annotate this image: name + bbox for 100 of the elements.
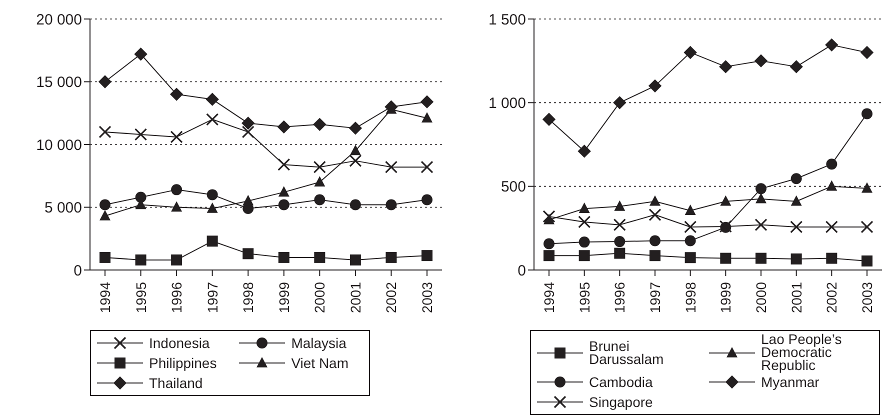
point [544,214,554,224]
point [206,113,219,126]
point [313,118,326,132]
point [860,46,874,60]
point [756,183,766,194]
point [98,75,112,88]
x-tick-label: 2002 [383,282,400,314]
point [206,236,218,247]
point [578,216,591,228]
y-tick-label: 0 [518,262,526,280]
point [650,235,660,246]
point [544,238,554,250]
x-tick-label: 2000 [312,282,328,314]
point [613,218,626,232]
x-tick-label: 1999 [718,282,734,314]
y-tick-label: 15 000 [36,74,82,92]
point [684,204,696,215]
point [790,220,803,234]
point [242,248,254,260]
x-tick-label: 1999 [276,282,292,314]
point [420,95,434,108]
point [862,182,872,193]
point [826,180,838,191]
point [578,250,590,262]
point [420,160,434,174]
point [614,248,626,259]
point [826,252,838,264]
x-tick-label: 1997 [647,282,663,314]
point [578,202,590,213]
point [825,220,838,234]
point [242,194,254,206]
y-tick-label: 5 000 [44,200,82,217]
x-tick-label: 1995 [132,282,149,314]
x-tick-label: 1998 [682,282,698,314]
point [790,173,802,184]
point [206,92,219,106]
legend-label: Indonesia [149,334,210,350]
legend-label: Singapore [589,394,653,410]
point [277,120,290,134]
point [350,199,361,210]
point [684,252,696,264]
point [278,199,290,210]
point [348,122,362,135]
x-tick-label: 2003 [859,282,875,314]
point [170,88,184,101]
point [684,220,697,234]
point [754,54,768,68]
point [278,252,290,263]
point [384,160,398,174]
point [648,79,662,93]
point [790,60,803,74]
point [350,144,361,156]
x-tick-label: 2001 [788,282,804,314]
point [542,112,556,126]
point [578,144,591,158]
point [100,210,110,220]
x-tick-label: 1997 [204,282,220,314]
point [756,192,766,204]
point [171,201,182,212]
point [422,112,432,123]
point [860,220,874,234]
y-tick-label: 1 500 [488,11,526,28]
point [98,126,112,138]
point [614,200,626,211]
legend-label: Brunei Darussalam [589,338,665,366]
point [650,250,660,262]
point [826,158,838,170]
legend-label: Myanmar [761,374,820,390]
legend-label: Lao People’s Democratic Republic [761,331,843,373]
x-tick-label: 2001 [347,282,364,314]
legend-label: Cambodia [589,374,653,390]
point [386,252,397,263]
x-tick-label: 1994 [97,282,113,314]
point [278,186,290,197]
point [578,236,590,248]
point [614,236,626,248]
point [314,252,326,263]
point [650,195,660,206]
x-tick-label: 2002 [824,282,840,314]
point [754,218,768,232]
point [684,235,696,246]
y-tick-label: 0 [74,262,82,280]
x-tick-label: 1996 [168,282,185,314]
point [206,202,218,213]
point [349,154,362,168]
point [542,210,556,223]
point [422,194,432,206]
point [756,252,766,264]
point [790,195,802,206]
point [313,160,326,174]
point [790,253,802,264]
x-tick-label: 1996 [612,282,628,314]
point [171,184,182,196]
x-tick-label: 1998 [240,282,256,314]
legend-label: Thailand [149,374,203,390]
point [719,60,732,74]
point [135,254,146,266]
y-tick-label: 20 000 [36,11,82,28]
point [242,116,255,130]
y-tick-label: 1 000 [488,94,526,112]
